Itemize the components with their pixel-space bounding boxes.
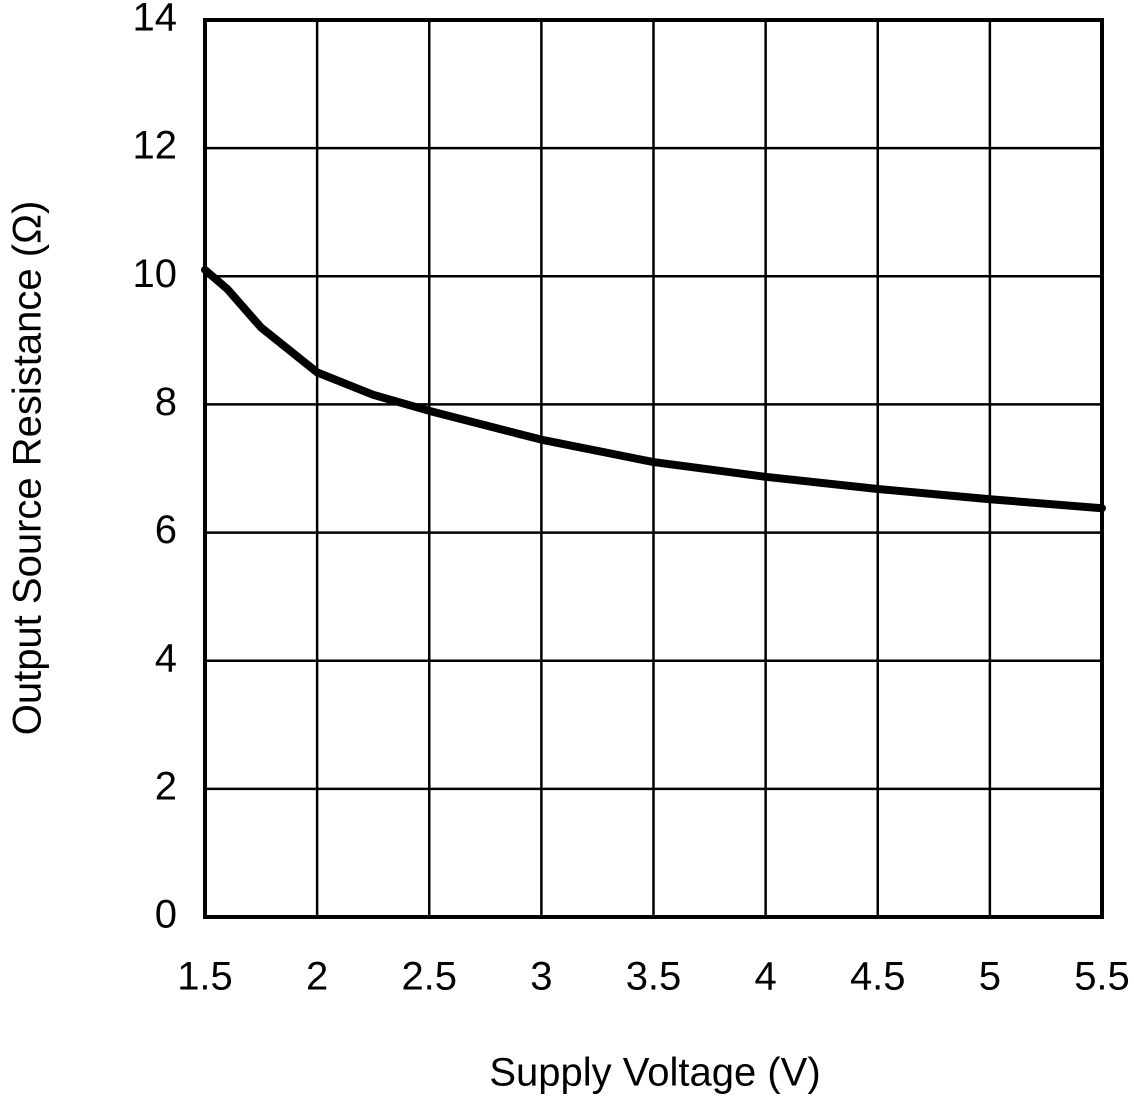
y-tick-label: 2 (155, 764, 177, 808)
y-tick-label: 14 (133, 0, 178, 40)
x-tick-label: 5.5 (1074, 955, 1130, 999)
x-tick-label: 4.5 (850, 955, 906, 999)
y-tick-label: 0 (155, 893, 177, 937)
x-tick-label: 2.5 (401, 955, 457, 999)
x-tick-label: 1.5 (177, 955, 233, 999)
x-tick-label: 4 (755, 955, 777, 999)
x-tick-label: 2 (306, 955, 328, 999)
plot-frame (203, 18, 1104, 919)
y-tick-label: 8 (155, 380, 177, 424)
data-line (201, 265, 1106, 513)
x-tick-label: 5 (979, 955, 1001, 999)
x-tick-label: 3 (530, 955, 552, 999)
y-tick-label: 4 (155, 636, 177, 680)
x-axis-label: Supply Voltage (V) (489, 1051, 820, 1095)
y-tick-label: 6 (155, 508, 177, 552)
y-tick-label: 10 (133, 252, 178, 296)
y-axis-label: Output Source Resistance (Ω) (6, 201, 50, 736)
x-tick-label: 3.5 (626, 955, 682, 999)
y-tick-label: 12 (133, 124, 178, 168)
